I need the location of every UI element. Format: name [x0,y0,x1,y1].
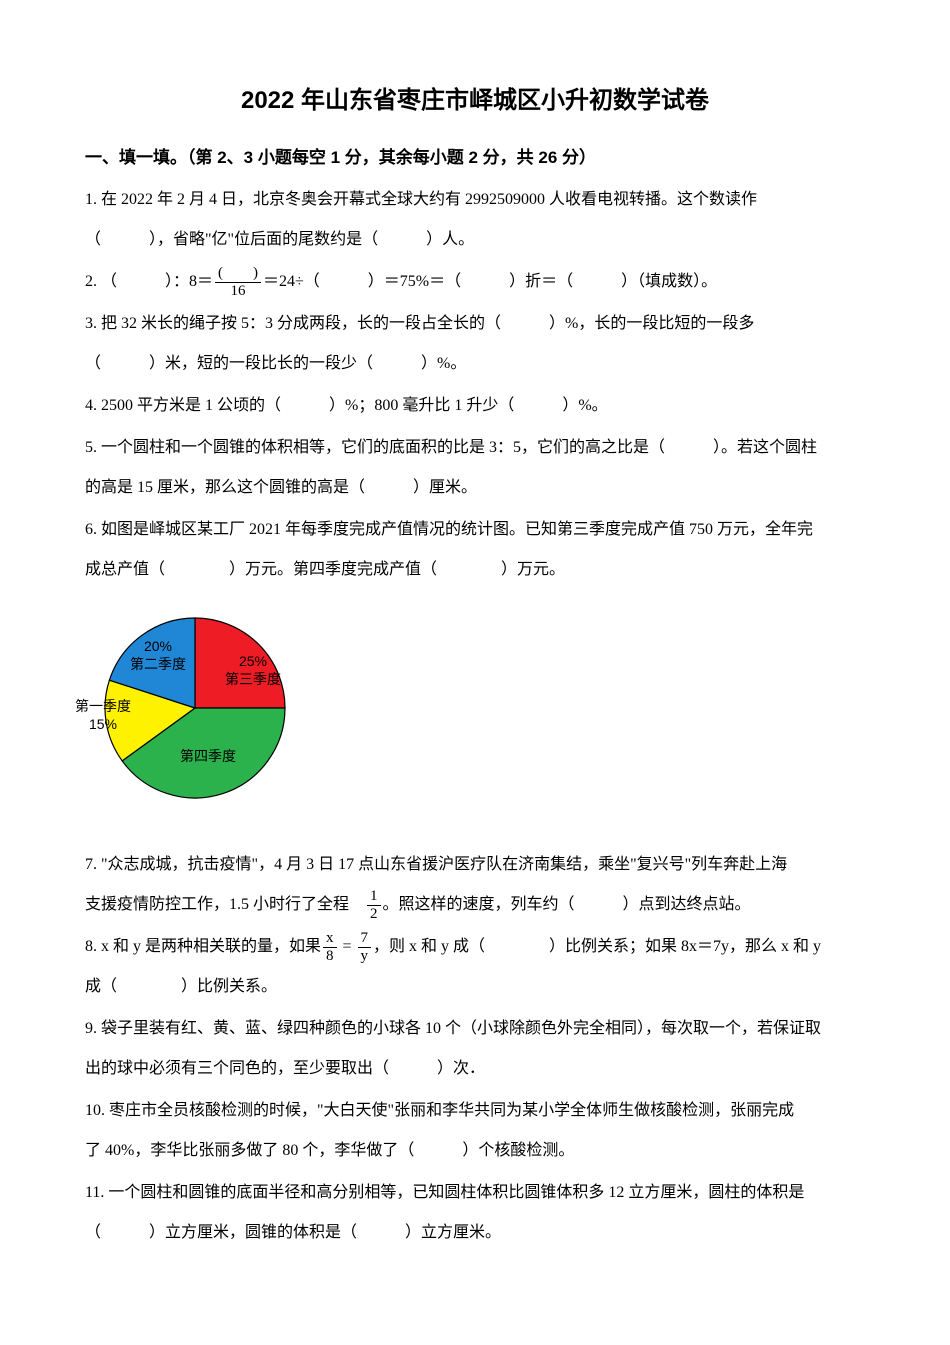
question-6: 6. 如图是峄城区某工厂 2021 年每季度完成产值情况的统计图。已知第三季度完… [85,510,865,590]
question-4: 4. 2500 平方米是 1 公顷的（ ）%；800 毫升比 1 升少（ ）%。 [85,386,865,426]
question-3: 3. 把 32 米长的绳子按 5：3 分成两段，长的一段占全长的（ ）%，长的一… [85,304,865,384]
pie-slice-label: 第四季度 [180,748,236,766]
q2-fraction: ( )16 [215,265,261,299]
q4-text: 4. 2500 平方米是 1 公顷的（ ）%；800 毫升比 1 升少（ ）%。 [85,397,608,414]
q1-line2: （ ），省略"亿"位后面的尾数约是（ ）人。 [85,231,474,248]
q8-part-b: ，则 x 和 y 成（ ）比例关系；如果 8x＝7y，那么 x 和 y [373,938,821,955]
q7-line1: 7. "众志成城，抗击疫情"，4 月 3 日 17 点山东省援沪医疗队在济南集结… [85,856,787,873]
q2-frac-num: ( ) [215,265,261,283]
question-11: 11. 一个圆柱和圆锥的底面半径和高分别相等，已知圆柱体积比圆锥体积多 12 立… [85,1173,865,1253]
question-9: 9. 袋子里装有红、黄、蓝、绿四种颜色的小球各 10 个（小球除颜色外完全相同）… [85,1009,865,1089]
q8-part-a: 8. x 和 y 是两种相关联的量，如果 [85,938,321,955]
q11-line1: 11. 一个圆柱和圆锥的底面半径和高分别相等，已知圆柱体积比圆锥体积多 12 立… [85,1184,804,1201]
pie-chart: 25%第三季度第四季度 第一季度15% 20%第二季度 [75,608,315,823]
question-7: 7. "众志成城，抗击疫情"，4 月 3 日 17 点山东省援沪医疗队在济南集结… [85,845,865,925]
q8-frac1-num: x [323,930,337,948]
question-5: 5. 一个圆柱和一个圆锥的体积相等，它们的底面积的比是 3：5，它们的高之比是（… [85,428,865,508]
question-10: 10. 枣庄市全员核酸检测的时候，"大白天使"张丽和李华共同为某小学全体师生做核… [85,1091,865,1171]
q8-frac1-den: 8 [323,948,337,965]
q7-frac-den: 2 [367,906,381,923]
question-2: 2. （ ）：8＝( )16＝24÷（ ）＝75%＝（ ）折＝（ ）（填成数）。 [85,262,865,302]
q8-eq: = [339,938,356,955]
q5-line1: 5. 一个圆柱和一个圆锥的体积相等，它们的底面积的比是 3：5，它们的高之比是（… [85,439,817,456]
q6-line1: 6. 如图是峄城区某工厂 2021 年每季度完成产值情况的统计图。已知第三季度完… [85,521,813,538]
q5-line2: 的高是 15 厘米，那么这个圆锥的高是（ ）厘米。 [85,479,477,496]
exam-title: 2022 年山东省枣庄市峄城区小升初数学试卷 [85,80,865,115]
q7-part-b: 支援疫情防控工作，1.5 小时行了全程 [85,896,365,913]
q8-frac2-den: y [358,948,372,965]
pie-slice-label: 20%第二季度 [130,638,186,673]
question-1: 1. 在 2022 年 2 月 4 日，北京冬奥会开幕式全球大约有 299250… [85,180,865,260]
pie-slice-label: 第一季度15% [75,698,131,733]
q2-part-a: 2. （ ）：8＝ [85,273,213,290]
q11-line2: （ ）立方厘米，圆锥的体积是（ ）立方厘米。 [85,1224,501,1241]
q2-frac-den: 16 [215,283,261,300]
q3-line1: 3. 把 32 米长的绳子按 5：3 分成两段，长的一段占全长的（ ）%，长的一… [85,315,754,332]
pie-slice-label: 25%第三季度 [225,653,281,688]
q8-fraction-1: x8 [323,930,337,964]
question-8: 8. x 和 y 是两种相关联的量，如果x8 = 7y，则 x 和 y 成（ ）… [85,927,865,1007]
q9-line2: 出的球中必须有三个同色的，至少要取出（ ）次． [85,1060,485,1077]
q3-line2: （ ）米，短的一段比长的一段少（ ）%。 [85,355,466,372]
section-1-header: 一、填一填。（第 2、3 小题每空 1 分，其余每小题 2 分，共 26 分） [85,143,865,168]
q7-frac-num: 1 [367,888,381,906]
q8-frac2-num: 7 [358,930,372,948]
q6-line2: 成总产值（ ）万元。第四季度完成产值（ ）万元。 [85,561,565,578]
q8-part-c: 成（ ）比例关系。 [85,978,277,995]
q1-line1: 1. 在 2022 年 2 月 4 日，北京冬奥会开幕式全球大约有 299250… [85,191,757,208]
q7-part-c: 。照这样的速度，列车约（ ）点到达终点站。 [383,896,751,913]
q2-part-b: ＝24÷（ ）＝75%＝（ ）折＝（ ）（填成数）。 [263,273,717,290]
q10-line2: 了 40%，李华比张丽多做了 80 个，李华做了（ ）个核酸检测。 [85,1142,574,1159]
q8-fraction-2: 7y [358,930,372,964]
q9-line1: 9. 袋子里装有红、黄、蓝、绿四种颜色的小球各 10 个（小球除颜色外完全相同）… [85,1020,821,1037]
q7-fraction: 12 [367,888,381,922]
q10-line1: 10. 枣庄市全员核酸检测的时候，"大白天使"张丽和李华共同为某小学全体师生做核… [85,1102,794,1119]
